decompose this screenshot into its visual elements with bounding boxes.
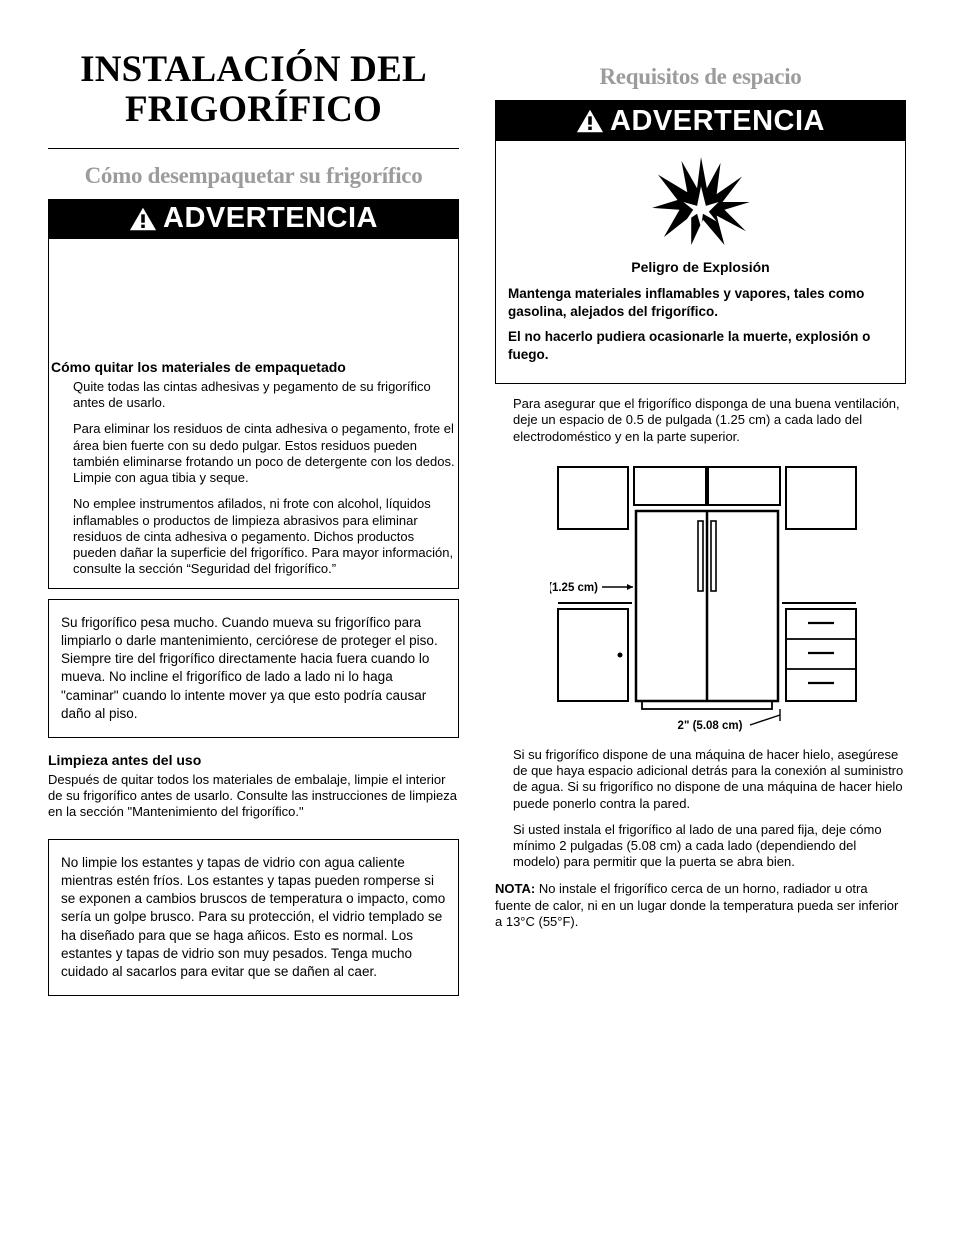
section1-heading: Cómo quitar los materiales de empaquetad…: [51, 359, 456, 375]
right-body: Para asegurar que el frigorífico dispong…: [495, 396, 906, 871]
para-wall: Si usted instala el frigorífico al lado …: [513, 822, 906, 871]
callout-box-weight: Su frigorífico pesa mucho. Cuando mueva …: [48, 599, 459, 738]
explosion-icon: [651, 157, 751, 245]
alert-triangle-icon: [129, 206, 157, 232]
danger-line1: Mantenga materiales inflamables y vapore…: [508, 285, 893, 320]
warning-banner-label: ADVERTENCIA: [163, 202, 378, 235]
section2-heading: Limpieza antes del uso: [48, 752, 459, 768]
list-item: Para eliminar los residuos de cinta adhe…: [73, 421, 456, 486]
nota-label: NOTA:: [495, 881, 535, 896]
right-subtitle: Requisitos de espacio: [495, 64, 906, 90]
main-title: INSTALACIÓN DELFRIGORÍFICO: [48, 50, 459, 130]
danger-body: Mantenga materiales inflamables y vapore…: [496, 285, 905, 383]
right-column: Requisitos de espacio ADVERTENCIA: [495, 50, 906, 996]
warning-banner-label: ADVERTENCIA: [610, 105, 825, 138]
left-column: INSTALACIÓN DELFRIGORÍFICO Cómo desempaq…: [48, 50, 459, 996]
spacing-diagram: .5" (1.25 cm) 2" (5.08 cm): [513, 455, 906, 747]
warning-banner-left: ADVERTENCIA: [49, 199, 458, 239]
page: INSTALACIÓN DELFRIGORÍFICO Cómo desempaq…: [0, 0, 954, 1036]
explosion-icon-wrap: [496, 141, 905, 255]
nota-line: NOTA: No instale el frigorífico cerca de…: [495, 881, 906, 932]
danger-title: Peligro de Explosión: [496, 259, 905, 275]
left-subtitle: Cómo desempaquetar su frigorífico: [48, 163, 459, 189]
diag-label-bottom: 2" (5.08 cm): [677, 720, 742, 732]
list-item: Quite todas las cintas adhesivas y pegam…: [73, 379, 456, 412]
nota-text: No instale el frigorífico cerca de un ho…: [495, 881, 898, 930]
warning-empty-area: [49, 239, 458, 345]
warning-banner-right: ADVERTENCIA: [496, 101, 905, 141]
danger-line2: El no hacerlo pudiera ocasionarle la mue…: [508, 328, 893, 363]
para-icemaker: Si su frigorífico dispone de una máquina…: [513, 747, 906, 812]
callout-box-glass: No limpie los estantes y tapas de vidrio…: [48, 839, 459, 997]
section1-list: Quite todas las cintas adhesivas y pegam…: [51, 379, 456, 578]
warning-box-right: ADVERTENCIA Peligro de Explosión Manteng…: [495, 100, 906, 384]
section2-body: Después de quitar todos los materiales d…: [48, 772, 459, 821]
diag-label-top: .5" (1.25 cm): [550, 582, 598, 594]
alert-triangle-icon: [576, 108, 604, 134]
warning-box-left: ADVERTENCIA Cómo quitar los materiales d…: [48, 199, 459, 589]
list-item: No emplee instrumentos afilados, ni frot…: [73, 496, 456, 577]
divider: [48, 148, 459, 149]
para-ventilation: Para asegurar que el frigorífico dispong…: [513, 396, 906, 445]
